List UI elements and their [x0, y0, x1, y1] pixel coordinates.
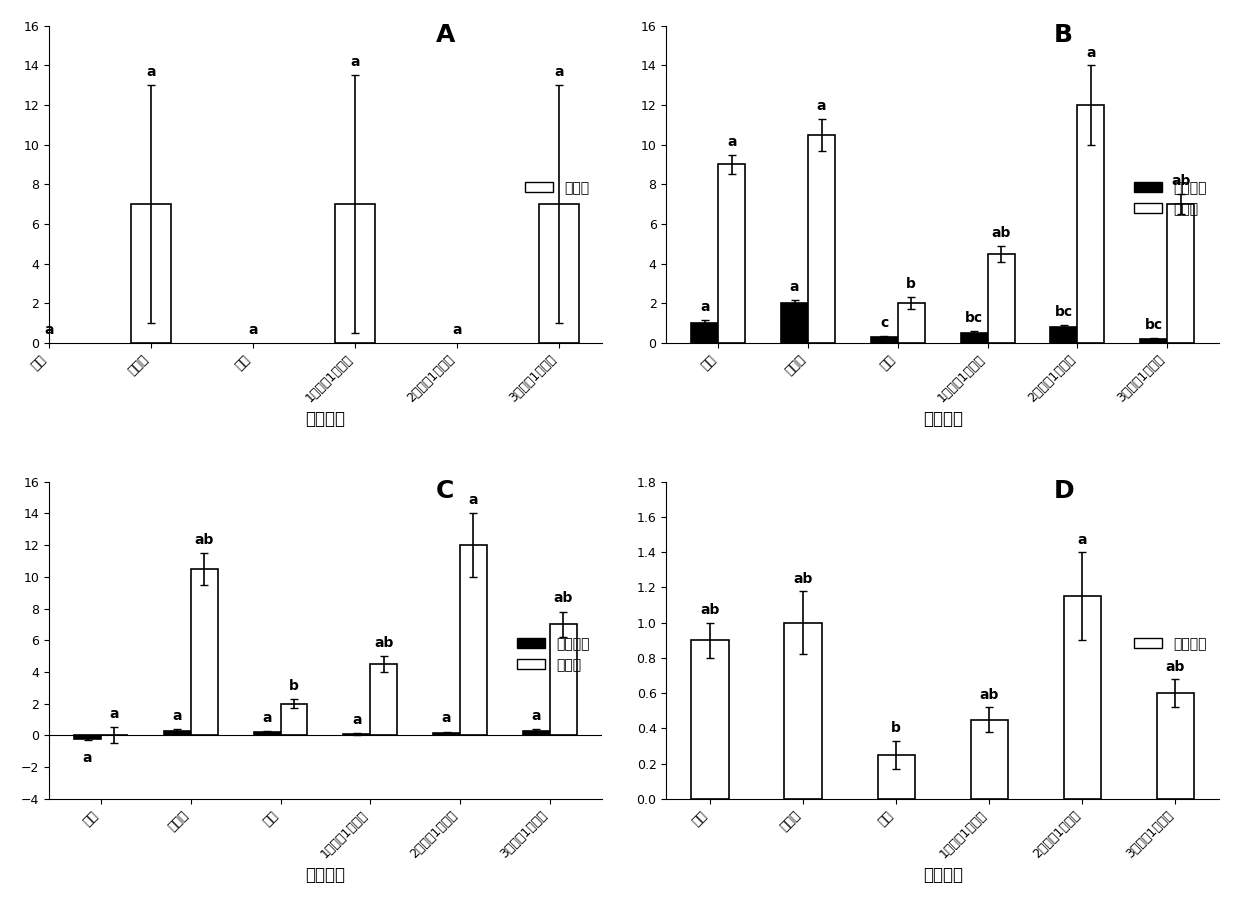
Bar [74, 736, 100, 738]
Text: a: a [701, 300, 709, 314]
Text: B: B [1053, 23, 1073, 47]
Text: a: a [453, 323, 461, 337]
Text: a: a [352, 712, 362, 727]
Bar [781, 303, 808, 343]
Bar [692, 323, 718, 343]
Text: D: D [1053, 479, 1074, 502]
Text: ab: ab [1166, 660, 1185, 673]
Text: b: b [892, 721, 901, 736]
Bar [433, 733, 460, 736]
Bar [961, 333, 987, 343]
Text: a: a [248, 323, 258, 337]
Text: a: a [350, 55, 360, 70]
Bar [1064, 596, 1101, 799]
Text: ab: ab [374, 636, 393, 650]
X-axis label: 压条基质: 压条基质 [305, 866, 346, 884]
Bar [280, 704, 308, 736]
Bar [460, 545, 487, 736]
Bar [898, 303, 925, 343]
Text: a: a [817, 99, 826, 113]
X-axis label: 压条基质: 压条基质 [923, 866, 962, 884]
Text: a: a [83, 751, 92, 766]
Text: b: b [906, 277, 916, 291]
Bar [1078, 105, 1105, 343]
Text: a: a [727, 135, 737, 148]
Text: a: a [554, 65, 564, 80]
Bar [1157, 693, 1194, 799]
Bar [253, 732, 280, 736]
Bar [785, 623, 822, 799]
Text: ab: ab [701, 604, 719, 617]
Text: a: a [469, 493, 479, 507]
Text: a: a [790, 281, 800, 294]
Bar [130, 205, 171, 343]
X-axis label: 压条基质: 压条基质 [305, 410, 346, 428]
Bar [987, 253, 1014, 343]
Text: a: a [109, 707, 119, 721]
Bar [971, 719, 1008, 799]
Legend: 生根指数: 生根指数 [1128, 632, 1213, 656]
Legend: 平均根长, 总根长: 平均根长, 总根长 [511, 632, 595, 678]
Text: a: a [146, 65, 156, 80]
Text: bc: bc [1145, 318, 1163, 332]
Text: ab: ab [553, 591, 573, 605]
Legend: 平均根数, 总根数: 平均根数, 总根数 [1128, 176, 1213, 222]
Text: ab: ab [1171, 175, 1190, 188]
Text: a: a [441, 711, 451, 726]
Legend: 生根率: 生根率 [520, 176, 595, 201]
Bar [878, 755, 915, 799]
Bar [1050, 327, 1078, 343]
Bar [343, 734, 371, 736]
Text: ab: ab [195, 533, 213, 547]
Text: A: A [436, 23, 455, 47]
Text: C: C [436, 479, 454, 502]
Text: a: a [532, 709, 541, 723]
Bar [549, 624, 577, 736]
Bar [718, 165, 745, 343]
X-axis label: 压条基质: 压条基质 [923, 410, 962, 428]
Bar [164, 730, 191, 736]
Text: bc: bc [965, 311, 983, 325]
Text: a: a [1078, 533, 1087, 547]
Bar [523, 730, 549, 736]
Bar [870, 337, 898, 343]
Bar [692, 640, 729, 799]
Bar [538, 205, 579, 343]
Text: b: b [289, 679, 299, 692]
Bar [808, 135, 835, 343]
Bar [1167, 205, 1194, 343]
Text: a: a [1086, 45, 1096, 60]
Text: bc: bc [1055, 305, 1073, 319]
Text: c: c [880, 316, 889, 330]
Bar [1141, 338, 1167, 343]
Text: ab: ab [991, 225, 1011, 240]
Text: ab: ab [794, 572, 812, 586]
Text: a: a [172, 709, 182, 723]
Text: a: a [263, 710, 272, 725]
Text: ab: ab [980, 688, 999, 702]
Bar [335, 205, 376, 343]
Bar [191, 569, 218, 736]
Text: a: a [45, 323, 53, 337]
Bar [371, 664, 397, 736]
